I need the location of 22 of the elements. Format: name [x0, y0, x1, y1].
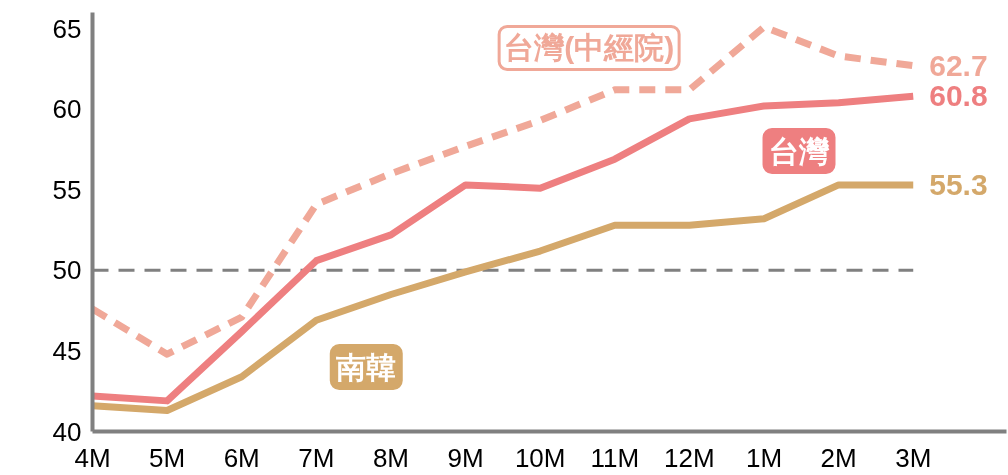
y-tick-label: 55: [52, 174, 82, 205]
x-tick-label: 12M: [664, 442, 715, 473]
series-label: 台灣: [769, 134, 831, 168]
x-tick-label: 7M: [298, 442, 335, 473]
x-tick-label: 11M: [590, 442, 640, 473]
x-tick-label: 9M: [447, 442, 484, 473]
data-label: 60.8: [929, 79, 988, 113]
series-label: 台灣(中經院): [504, 31, 675, 65]
x-tick-label: 5M: [149, 442, 186, 473]
data-label: 55.3: [929, 167, 988, 201]
y-tick-label: 50: [52, 255, 82, 286]
x-tick-label: 10M: [514, 442, 566, 473]
y-tick-label: 65: [52, 13, 82, 44]
x-tick-label: 3M: [895, 442, 932, 473]
x-tick-label: 6M: [223, 442, 260, 473]
data-label: 62.7: [929, 48, 988, 82]
series-label: 南韓: [336, 350, 397, 384]
x-tick-label: 8M: [372, 442, 410, 473]
x-tick-label: 1M: [745, 442, 783, 473]
x-tick-label: 2M: [820, 442, 857, 473]
y-tick-label: 60: [52, 94, 82, 125]
y-tick-label: 45: [52, 335, 82, 366]
